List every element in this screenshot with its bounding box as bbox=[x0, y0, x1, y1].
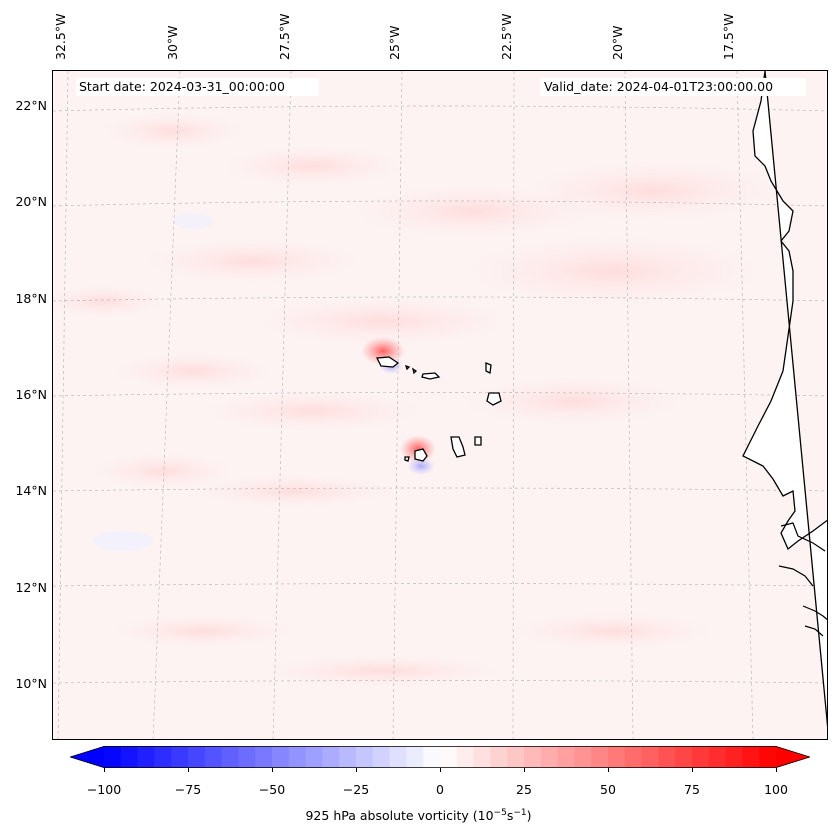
colorbar-segment bbox=[473, 746, 491, 768]
units-exponent-1: −5 bbox=[493, 808, 507, 818]
colorbar-extend-min bbox=[70, 746, 104, 768]
lon-label-22-5w: 22.5°W bbox=[499, 13, 514, 60]
lon-label-27-5w: 27.5°W bbox=[277, 13, 292, 60]
colorbar-tick-mark bbox=[272, 768, 273, 772]
colorbar bbox=[68, 746, 812, 768]
lon-label-25w: 25°W bbox=[387, 25, 402, 60]
colorbar-tick-mark bbox=[188, 768, 189, 772]
colorbar-segment bbox=[288, 746, 307, 768]
colorbar-tick-label: 100 bbox=[764, 782, 788, 797]
colorbar-label: 925 hPa absolute vorticity (10−5s−1) bbox=[0, 808, 837, 823]
colorbar-segment bbox=[356, 746, 374, 768]
colorbar-svg bbox=[68, 746, 812, 768]
colorbar-segment bbox=[742, 746, 760, 768]
colorbar-tick-mark bbox=[608, 768, 609, 772]
africa-land bbox=[742, 71, 827, 727]
colorbar-segment bbox=[339, 746, 357, 768]
colorbar-segment bbox=[759, 746, 777, 768]
colorbar-segment bbox=[557, 746, 575, 768]
vorticity-map bbox=[53, 71, 827, 739]
colorbar-tick-label: −50 bbox=[258, 782, 286, 797]
lat-label-18n: 18°N bbox=[15, 291, 47, 306]
colorbar-segment bbox=[221, 746, 239, 768]
colorbar-tick-label: −100 bbox=[86, 782, 122, 797]
colorbar-tick-mark bbox=[692, 768, 693, 772]
colorbar-tick-mark bbox=[524, 768, 525, 772]
map-panel bbox=[52, 70, 828, 740]
colorbar-tick-label: 0 bbox=[436, 782, 444, 797]
coast-detail bbox=[778, 565, 814, 587]
colorbar-segment bbox=[238, 746, 256, 768]
colorbar-segment bbox=[104, 746, 122, 768]
colorbar-segment bbox=[305, 746, 323, 768]
colorbar-tick-label: 50 bbox=[600, 782, 616, 797]
lon-label-30w: 30°W bbox=[165, 25, 180, 60]
cape-verde-islands bbox=[375, 356, 502, 462]
blue-vorticity-spot bbox=[407, 457, 435, 475]
colorbar-segment bbox=[120, 746, 139, 768]
red-vorticity-spot bbox=[361, 337, 405, 365]
colorbar-tick-label: −25 bbox=[342, 782, 370, 797]
colorbar-segment bbox=[692, 746, 710, 768]
lat-label-20n: 20°N bbox=[15, 194, 47, 209]
colorbar-segment bbox=[406, 746, 424, 768]
colorbar-segment bbox=[423, 746, 441, 768]
blue-patch bbox=[93, 531, 153, 551]
colorbar-segment bbox=[608, 746, 626, 768]
colorbar-tick-label: 75 bbox=[684, 782, 700, 797]
colorbar-segment bbox=[171, 746, 189, 768]
colorbar-segment bbox=[456, 746, 475, 768]
lon-label-20w: 20°W bbox=[610, 25, 625, 60]
colorbar-tick-mark bbox=[440, 768, 441, 772]
colorbar-segment bbox=[137, 746, 155, 768]
lat-label-10n: 10°N bbox=[15, 676, 47, 691]
coast-detail bbox=[780, 522, 826, 552]
colorbar-segment bbox=[154, 746, 172, 768]
coast-detail bbox=[802, 605, 827, 621]
lat-label-14n: 14°N bbox=[15, 483, 47, 498]
units-exponent-2: −1 bbox=[513, 808, 527, 818]
blue-patch bbox=[173, 213, 213, 229]
colorbar-segment bbox=[524, 746, 542, 768]
lon-label-32-5w: 32.5°W bbox=[53, 13, 68, 60]
colorbar-tick-mark bbox=[104, 768, 105, 772]
colorbar-segment bbox=[507, 746, 525, 768]
lat-label-22n: 22°N bbox=[15, 98, 47, 113]
colorbar-segment bbox=[490, 746, 508, 768]
colorbar-segment bbox=[574, 746, 592, 768]
colorbar-segment bbox=[440, 746, 458, 768]
coast-detail bbox=[804, 625, 824, 637]
vorticity-streaks bbox=[53, 113, 783, 687]
units-close: ) bbox=[526, 808, 532, 824]
colorbar-segment bbox=[641, 746, 659, 768]
colorbar-segment bbox=[389, 746, 407, 768]
colorbar-tick-label: 25 bbox=[516, 782, 532, 797]
colorbar-segment bbox=[372, 746, 391, 768]
colorbar-tick-label: −75 bbox=[174, 782, 202, 797]
colorbar-tick-mark bbox=[356, 768, 357, 772]
lat-label-12n: 12°N bbox=[15, 580, 47, 595]
colorbar-segment bbox=[272, 746, 290, 768]
colorbar-segment bbox=[255, 746, 273, 768]
colorbar-segment bbox=[658, 746, 676, 768]
colorbar-segment bbox=[725, 746, 743, 768]
colorbar-segment bbox=[540, 746, 559, 768]
units-base: (10 bbox=[472, 808, 494, 824]
colorbar-segment bbox=[188, 746, 206, 768]
colorbar-segment bbox=[624, 746, 643, 768]
colorbar-segment bbox=[708, 746, 727, 768]
field-name: 925 hPa absolute vorticity bbox=[305, 808, 469, 824]
colorbar-segment bbox=[591, 746, 609, 768]
colorbar-extend-max bbox=[776, 746, 810, 768]
colorbar-segment bbox=[204, 746, 223, 768]
colorbar-segment bbox=[322, 746, 340, 768]
start-date-label: Start date: 2024-03-31_00:00:00 bbox=[76, 78, 319, 96]
colorbar-tick-mark bbox=[776, 768, 777, 772]
lon-label-17-5w: 17.5°W bbox=[721, 13, 736, 60]
units-seconds: s bbox=[506, 808, 514, 824]
lat-label-16n: 16°N bbox=[15, 387, 47, 402]
valid-date-label: Valid_date: 2024-04-01T23:00:00.00 bbox=[540, 78, 806, 96]
colorbar-segment bbox=[675, 746, 693, 768]
graticule bbox=[53, 71, 827, 739]
